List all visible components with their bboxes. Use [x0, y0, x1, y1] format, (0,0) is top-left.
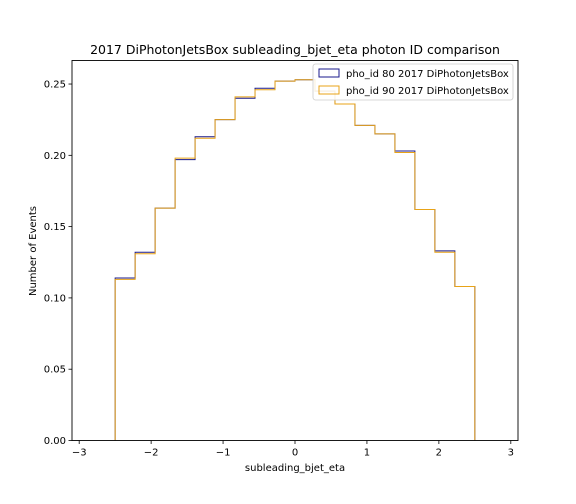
y-tick-label: 0.05	[44, 365, 66, 376]
x-axis-label: subleading_bjet_eta	[245, 463, 345, 474]
series-layer	[114, 79, 476, 441]
y-tick-label: 0.10	[44, 293, 66, 304]
chart-title: 2017 DiPhotonJetsBox subleading_bjet_eta…	[90, 42, 500, 57]
legend-swatch-series-2	[318, 85, 340, 95]
legend-box	[312, 63, 514, 101]
legend-label-series-2: pho_id 90 2017 DiPhotonJetsBox	[346, 86, 509, 97]
y-axis-label: Number of Events	[28, 206, 39, 296]
y-tick-label: 0.20	[44, 151, 66, 162]
x-tick-label: −3	[72, 448, 87, 459]
y-tick-label: 0.00	[44, 436, 66, 447]
legend-label-series-1: pho_id 80 2017 DiPhotonJetsBox	[346, 69, 509, 80]
x-tick-label: 1	[364, 448, 370, 459]
y-tick-label: 0.15	[44, 222, 66, 233]
x-tick-label: −1	[216, 448, 231, 459]
x-tick-label: −2	[144, 448, 159, 459]
legend: pho_id 80 2017 DiPhotonJetsBox pho_id 90…	[312, 63, 514, 101]
series-2-step-line	[114, 79, 476, 441]
x-axis-ticks: −3 −2 −1 0 1 2 3	[72, 440, 514, 459]
x-tick-label: 3	[508, 448, 514, 459]
x-tick-label: 0	[292, 448, 298, 459]
y-tick-label: 0.25	[44, 80, 66, 91]
legend-swatch-series-1	[318, 68, 340, 78]
y-axis-ticks: 0.00 0.05 0.10 0.15 0.20 0.25	[44, 80, 72, 447]
x-tick-label: 2	[436, 448, 442, 459]
